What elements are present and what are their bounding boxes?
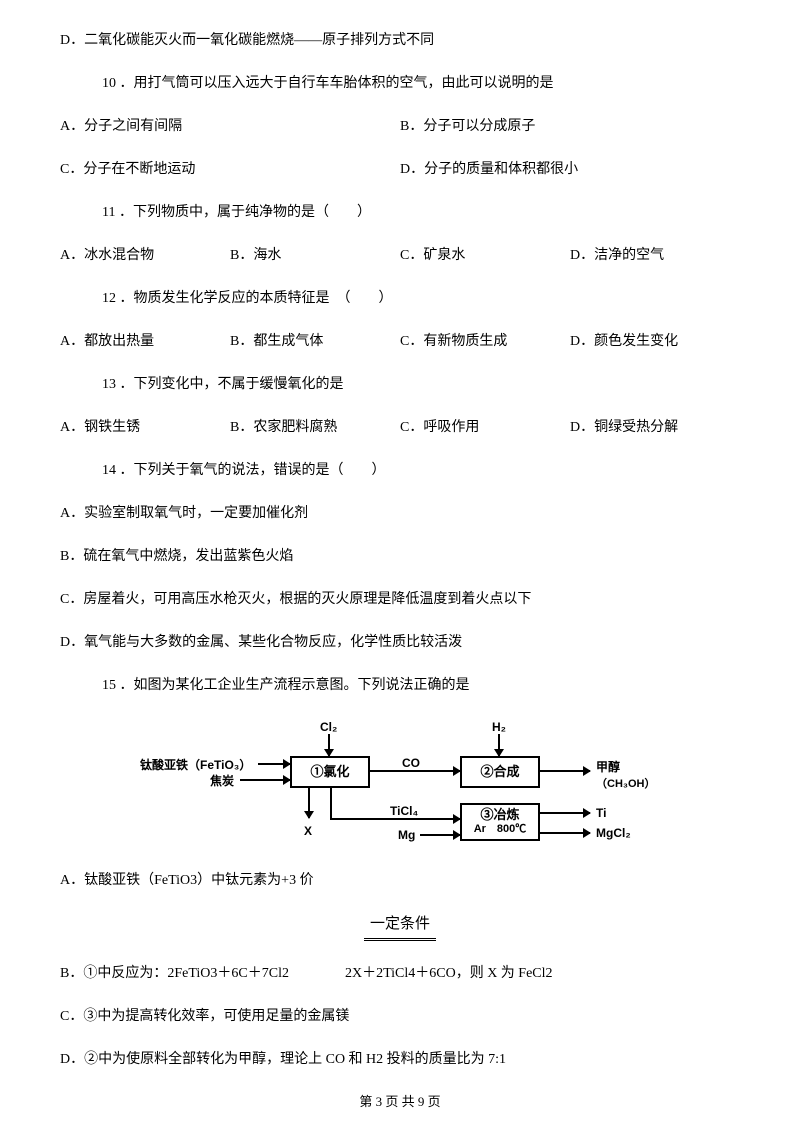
box-synthesis: ②合成 <box>460 756 540 788</box>
flow-diagram: ①氯化 ②合成 ③冶炼 Ar 800℃ 钛酸亚铁（FeTiO₃） 焦炭 Cl₂ … <box>60 718 740 848</box>
q11-opts: A．冰水混合物 B．海水 C．矿泉水 D．洁净的空气 <box>60 245 740 266</box>
q15-c: C．③中为提高转化效率，可使用足量的金属镁 <box>60 1006 740 1027</box>
q10-opts-row1: A．分子之间有间隔 B．分子可以分成原子 <box>60 116 740 137</box>
condition-label: 一定条件 <box>60 913 740 941</box>
arrow-in1 <box>258 763 290 765</box>
q12-a: A．都放出热量 <box>60 331 230 352</box>
label-x: X <box>304 822 312 840</box>
q13-d: D．铜绿受热分解 <box>570 417 740 438</box>
q10-b: B．分子可以分成原子 <box>400 116 740 137</box>
option-d-prev: D．二氧化碳能灭火而一氧化碳能燃烧——原子排列方式不同 <box>60 30 740 51</box>
q12-c: C．有新物质生成 <box>400 331 570 352</box>
q12-opts: A．都放出热量 B．都生成气体 C．有新物质生成 D．颜色发生变化 <box>60 331 740 352</box>
q15-b: B．①中反应为：2FeTiO3＋6C＋7Cl2 2X＋2TiCl4＋6CO，则 … <box>60 963 740 984</box>
label-coke: 焦炭 <box>210 772 234 790</box>
q15-text: 15 ．如图为某化工企业生产流程示意图。下列说法正确的是 <box>60 675 740 696</box>
q10-d: D．分子的质量和体积都很小 <box>400 159 740 180</box>
label-ticl4: TiCl₄ <box>390 802 418 820</box>
box3-line2: Ar 800℃ <box>462 823 538 836</box>
arrow-methanol <box>540 770 590 772</box>
arrow-in2 <box>240 779 290 781</box>
methanol-2: （CH₃OH） <box>596 776 655 793</box>
q10-a: A．分子之间有间隔 <box>60 116 400 137</box>
q13-c: C．呼吸作用 <box>400 417 570 438</box>
arrow-ti <box>540 812 590 814</box>
q14-text: 14 ．下列关于氧气的说法，错误的是（ ） <box>60 460 740 481</box>
label-ti: Ti <box>596 804 606 822</box>
q11-c: C．矿泉水 <box>400 245 570 266</box>
label-mg: Mg <box>398 826 415 844</box>
q14-d: D．氧气能与大多数的金属、某些化合物反应，化学性质比较活泼 <box>60 632 740 653</box>
box-chlorination: ①氯化 <box>290 756 370 788</box>
q14-b: B．硫在氧气中燃烧，发出蓝紫色火焰 <box>60 546 740 567</box>
arrow-mg <box>420 834 460 836</box>
arrow-x <box>308 788 310 818</box>
box3-line1: ③冶炼 <box>462 807 538 823</box>
q11-b: B．海水 <box>230 245 400 266</box>
q13-a: A．钢铁生锈 <box>60 417 230 438</box>
label-methanol: 甲醇 （CH₃OH） <box>596 758 655 793</box>
q10-text: 10 ．用打气筒可以压入远大于自行车车胎体积的空气，由此可以说明的是 <box>60 73 740 94</box>
q15-a: A．钛酸亚铁（FeTiO3）中钛元素为+3 价 <box>60 870 740 891</box>
q11-d: D．洁净的空气 <box>570 245 740 266</box>
condition-text: 一定条件 <box>364 913 436 941</box>
q10-opts-row2: C．分子在不断地运动 D．分子的质量和体积都很小 <box>60 159 740 180</box>
q14-c: C．房屋着火，可用高压水枪灭火，根据的灭火原理是降低温度到着火点以下 <box>60 589 740 610</box>
methanol-1: 甲醇 <box>596 758 655 776</box>
label-co: CO <box>402 754 420 772</box>
q15-d: D．②中为使原料全部转化为甲醇，理论上 CO 和 H2 投料的质量比为 7:1 <box>60 1049 740 1070</box>
q12-b: B．都生成气体 <box>230 331 400 352</box>
box-smelting: ③冶炼 Ar 800℃ <box>460 803 540 841</box>
seg-ticl4-v <box>330 788 332 818</box>
q12-text: 12 ．物质发生化学反应的本质特征是 （ ） <box>60 288 740 309</box>
q13-b: B．农家肥料腐熟 <box>230 417 400 438</box>
q13-text: 13 ．下列变化中，不属于缓慢氧化的是 <box>60 374 740 395</box>
label-mgcl2: MgCl₂ <box>596 824 631 842</box>
q11-a: A．冰水混合物 <box>60 245 230 266</box>
q10-c: C．分子在不断地运动 <box>60 159 400 180</box>
q14-a: A．实验室制取氧气时，一定要加催化剂 <box>60 503 740 524</box>
arrow-cl2 <box>328 734 330 756</box>
q12-d: D．颜色发生变化 <box>570 331 740 352</box>
arrow-mgcl2 <box>540 832 590 834</box>
page-footer: 第 3 页 共 9 页 <box>60 1092 740 1112</box>
q11-text: 11 ．下列物质中，属于纯净物的是（ ） <box>60 202 740 223</box>
q13-opts: A．钢铁生锈 B．农家肥料腐熟 C．呼吸作用 D．铜绿受热分解 <box>60 417 740 438</box>
label-fetio3: 钛酸亚铁（FeTiO₃） <box>140 756 251 774</box>
arrow-h2 <box>498 734 500 756</box>
